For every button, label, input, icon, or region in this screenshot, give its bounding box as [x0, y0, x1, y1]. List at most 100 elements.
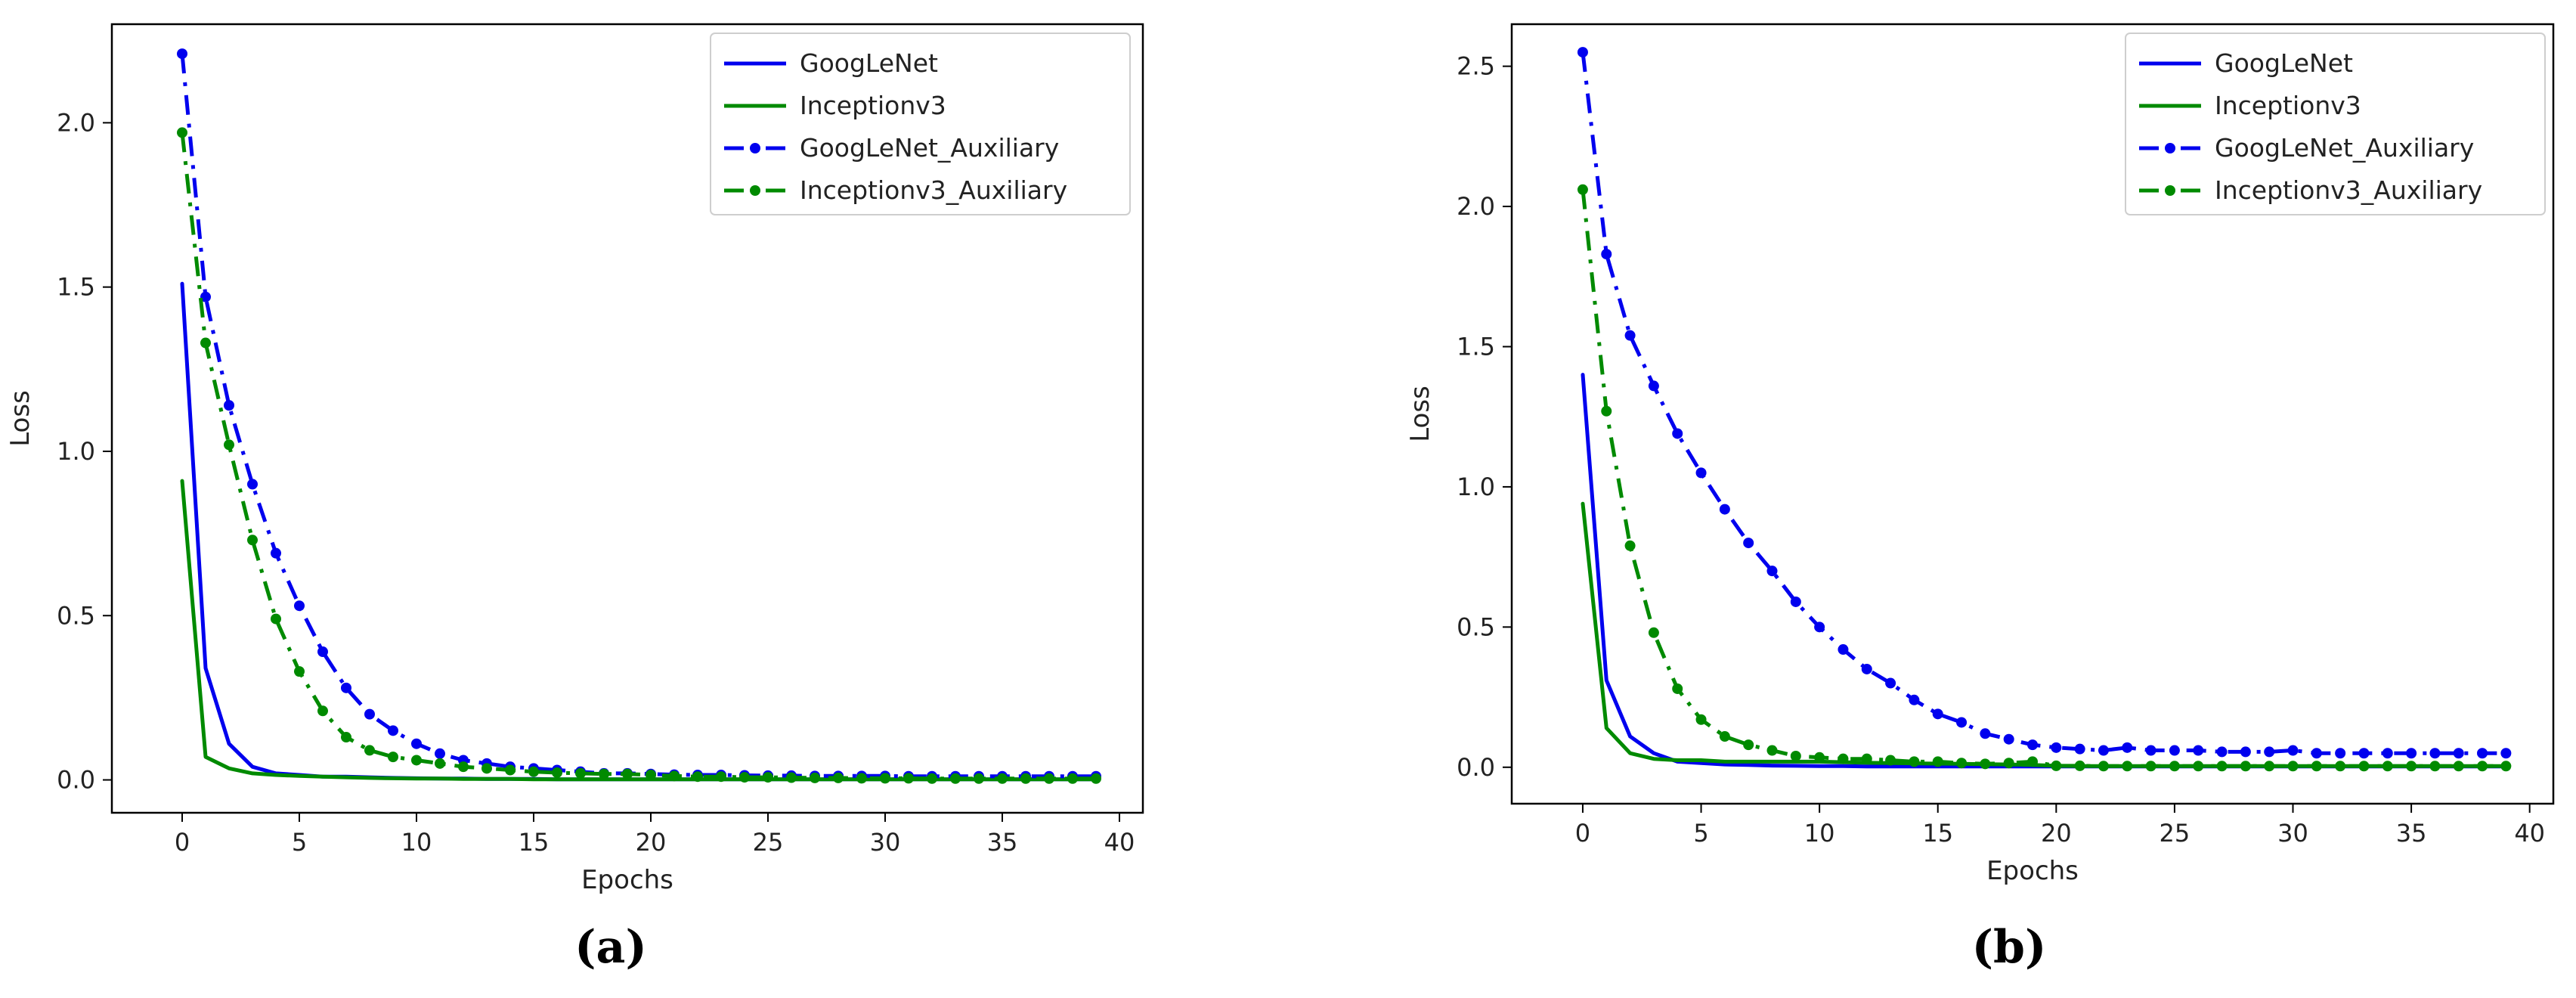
x-tick-label: 35: [987, 828, 1018, 857]
data-point: [716, 771, 726, 783]
legend-box: [710, 33, 1131, 215]
x-tick-label: 20: [2041, 819, 2072, 848]
data-point: [1624, 330, 1636, 341]
data-point: [1020, 773, 1031, 784]
data-point: [552, 767, 562, 778]
x-tick-label: 40: [1104, 828, 1135, 857]
data-point: [364, 745, 375, 756]
chart-panel-1: 0 5 10 15 20 25 30 35 40 0.0 0.5 1.0 1.5 2.0 Epochs Los…: [5, 23, 1144, 974]
y-tick-label: 0.5: [1457, 612, 1495, 641]
chart-panel-2: 0 5 10 15 20 25 30 35 40 0.0 0.5 1.0 1.5 2.0 2.5 Epochs…: [1405, 23, 2555, 974]
data-point: [388, 752, 398, 763]
legend-label: Inceptionv3_Auxiliary: [2215, 175, 2482, 205]
data-point: [1861, 753, 1872, 764]
legend-label: Inceptionv3_Auxiliary: [800, 175, 1067, 205]
x-tick-label: 40: [2514, 819, 2545, 848]
data-point: [1044, 773, 1054, 784]
data-point: [2216, 761, 2228, 772]
data-point: [1956, 717, 1968, 728]
series-inceptionv3-auxiliary: [1577, 184, 2512, 772]
data-point: [294, 666, 305, 677]
data-point: [810, 772, 820, 783]
data-point: [1743, 739, 1754, 751]
y-tick-label: 1.0: [57, 437, 95, 466]
data-point: [1909, 756, 1920, 767]
data-point: [2240, 761, 2251, 772]
data-point: [1577, 184, 1588, 195]
data-point: [599, 768, 609, 779]
data-point: [1067, 773, 1078, 784]
data-point: [1838, 644, 1849, 656]
data-point: [224, 439, 234, 451]
data-point: [2003, 733, 2014, 745]
data-point: [224, 400, 234, 411]
series-inceptionv3: [180, 479, 1098, 782]
series-inceptionv3: [1581, 501, 2508, 768]
data-point: [1601, 249, 1612, 260]
y-tick-label: 0.0: [1457, 753, 1495, 782]
data-point: [435, 758, 445, 769]
data-point: [2358, 761, 2370, 772]
y-tick-label: 1.5: [1457, 332, 1495, 361]
data-point: [1601, 405, 1612, 417]
legend-label: Inceptionv3: [2215, 91, 2361, 120]
legend-item: GoogLeNet_Auxiliary: [724, 133, 1059, 163]
series-googlenet: [1581, 373, 2508, 769]
y-tick-label: 2.5: [1457, 52, 1495, 81]
y-tick-label: 2.0: [1457, 192, 1495, 221]
data-point: [2453, 761, 2464, 772]
series-line: [1581, 51, 2506, 755]
data-point: [646, 770, 656, 781]
legend-marker: [2165, 185, 2175, 196]
series-line: [180, 53, 1096, 779]
data-point: [1719, 730, 1730, 742]
data-point: [1672, 683, 1683, 694]
data-point: [1695, 714, 1707, 725]
data-point: [177, 48, 187, 60]
data-point: [2477, 748, 2488, 759]
legend-item: GoogLeNet: [2139, 48, 2353, 78]
data-point: [2169, 761, 2180, 772]
data-point: [1091, 773, 1101, 784]
plot-frame: [110, 23, 1144, 814]
x-tick-label: 35: [2396, 819, 2427, 848]
data-point: [1909, 694, 1920, 705]
data-point: [411, 755, 422, 766]
x-tick-label: 25: [2160, 819, 2191, 848]
data-point: [622, 768, 633, 779]
data-point: [1790, 596, 1801, 607]
data-point: [247, 535, 258, 546]
data-point: [2382, 748, 2393, 759]
data-point: [2193, 745, 2204, 756]
legend-item: Inceptionv3: [2139, 91, 2361, 120]
data-point: [2311, 748, 2322, 759]
x-tick-label: 30: [870, 828, 901, 857]
data-point: [1695, 467, 1707, 479]
x-tick-label: 0: [1575, 819, 1590, 848]
data-point: [458, 761, 469, 773]
data-point: [575, 767, 586, 779]
series-line: [1581, 373, 2508, 769]
x-tick-label: 20: [636, 828, 667, 857]
data-point: [786, 772, 797, 783]
data-point: [2406, 748, 2417, 759]
legend-item: Inceptionv3: [724, 91, 946, 120]
x-axis-title: Epochs: [1986, 856, 2079, 886]
data-point: [271, 547, 281, 559]
data-point: [2122, 761, 2133, 772]
legend-item: Inceptionv3_Auxiliary: [2139, 175, 2482, 205]
data-point: [2193, 761, 2204, 772]
legend-label: GoogLeNet: [800, 48, 938, 78]
x-tick-label: 25: [753, 828, 784, 857]
data-point: [1932, 756, 1943, 767]
data-point: [1814, 752, 1825, 763]
data-point: [177, 127, 187, 138]
x-tick-label: 30: [2277, 819, 2308, 848]
data-point: [1648, 380, 1659, 392]
series-googlenet-auxiliary: [1577, 47, 2512, 759]
data-point: [2358, 748, 2370, 759]
series-inceptionv3-auxiliary: [177, 127, 1101, 784]
data-point: [411, 738, 422, 749]
data-point: [856, 773, 867, 784]
